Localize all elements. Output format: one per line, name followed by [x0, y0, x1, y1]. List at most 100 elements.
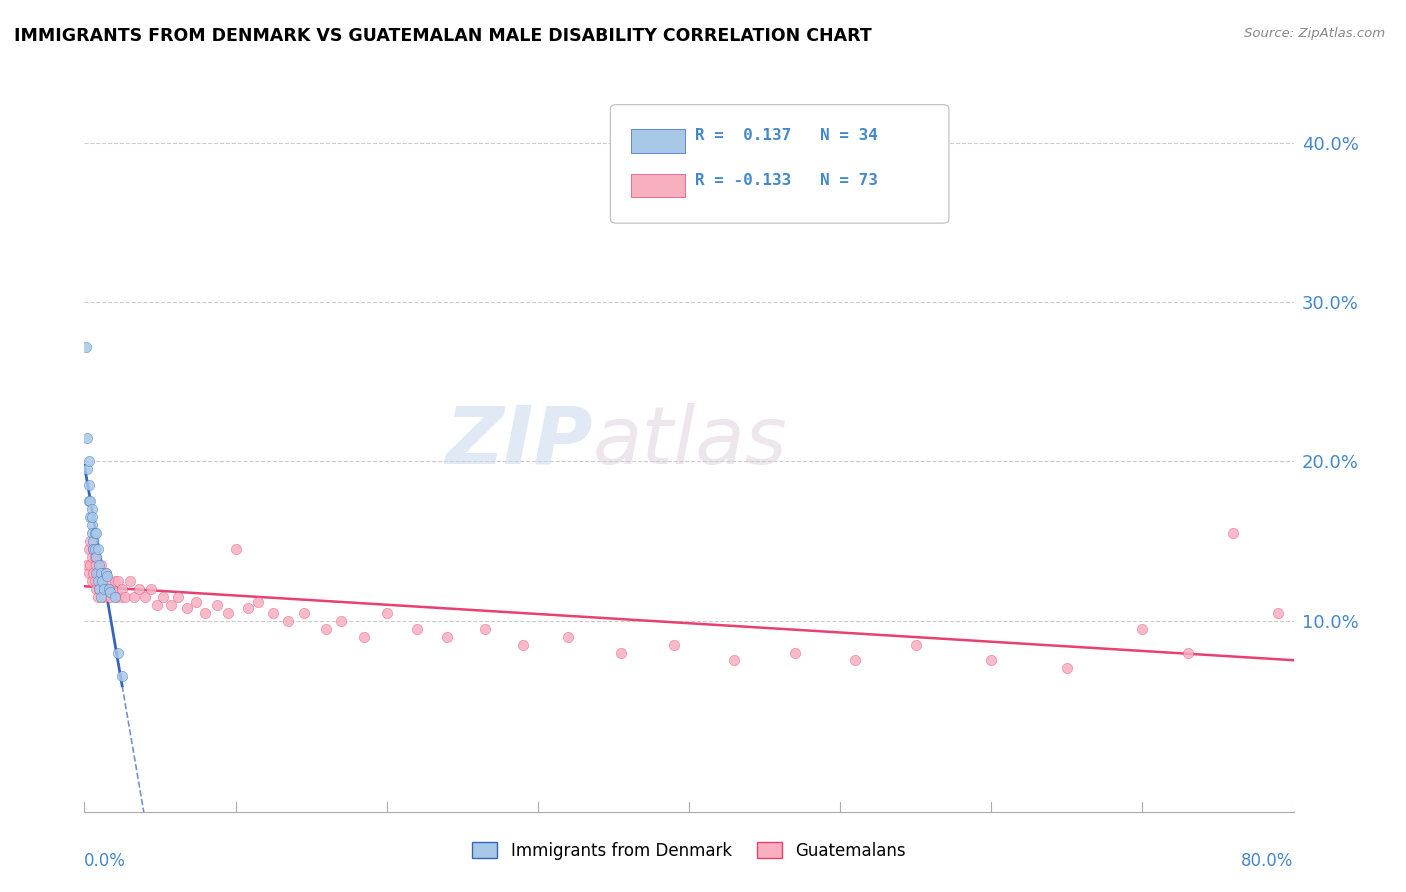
Point — [662, 638, 685, 652]
Text: ZIP: ZIP — [444, 402, 592, 481]
Bar — [631, 129, 685, 153]
Point — [94, 566, 117, 580]
Point — [723, 653, 745, 667]
Point — [375, 606, 398, 620]
Point — [77, 541, 100, 556]
Point — [98, 585, 121, 599]
Point — [194, 606, 217, 620]
Point — [86, 549, 108, 564]
Point — [315, 622, 337, 636]
Point — [87, 566, 110, 580]
Point — [84, 541, 107, 556]
Point — [86, 566, 108, 580]
Point — [76, 431, 98, 445]
Point — [86, 558, 108, 572]
Point — [89, 566, 111, 580]
Point — [89, 582, 111, 596]
Point — [217, 606, 239, 620]
Point — [87, 590, 110, 604]
Point — [167, 590, 190, 604]
Point — [82, 534, 104, 549]
Point — [91, 574, 114, 588]
Point — [128, 582, 150, 596]
Point — [1222, 526, 1244, 541]
Point — [111, 669, 134, 683]
Point — [91, 574, 114, 588]
Text: Source: ZipAtlas.com: Source: ZipAtlas.com — [1244, 27, 1385, 40]
Point — [89, 558, 111, 572]
Point — [114, 590, 136, 604]
Point — [105, 590, 128, 604]
Point — [84, 549, 107, 564]
Point — [80, 549, 103, 564]
Text: R =  0.137   N = 34: R = 0.137 N = 34 — [695, 128, 877, 144]
Point — [89, 582, 111, 596]
Point — [474, 622, 496, 636]
Point — [93, 582, 115, 596]
Point — [82, 541, 104, 556]
Point — [80, 574, 103, 588]
Point — [104, 574, 127, 588]
Point — [436, 630, 458, 644]
Point — [77, 566, 100, 580]
Point — [159, 598, 181, 612]
Point — [104, 590, 127, 604]
Point — [94, 566, 117, 580]
Point — [87, 541, 110, 556]
Point — [236, 601, 259, 615]
Point — [176, 601, 198, 615]
Point — [80, 502, 103, 516]
Point — [79, 534, 101, 549]
Point — [207, 598, 229, 612]
Point — [75, 340, 97, 354]
Point — [107, 574, 129, 588]
Point — [139, 582, 162, 596]
Point — [844, 653, 866, 667]
Point — [91, 566, 114, 580]
Point — [330, 614, 353, 628]
Text: atlas: atlas — [592, 402, 787, 481]
Point — [77, 478, 100, 492]
Point — [186, 594, 208, 608]
Point — [96, 582, 118, 596]
Point — [1130, 622, 1153, 636]
Text: 0.0%: 0.0% — [84, 852, 127, 870]
Point — [93, 590, 115, 604]
Point — [353, 630, 375, 644]
Point — [77, 454, 100, 468]
Point — [406, 622, 429, 636]
Point — [80, 510, 103, 524]
Point — [146, 598, 169, 612]
Point — [111, 582, 134, 596]
Point — [277, 614, 299, 628]
Point — [97, 582, 120, 596]
Legend: Immigrants from Denmark, Guatemalans: Immigrants from Denmark, Guatemalans — [465, 835, 912, 866]
Point — [97, 574, 120, 588]
Y-axis label: Male Disability: Male Disability — [0, 385, 7, 498]
Point — [79, 558, 101, 572]
Point — [76, 558, 98, 572]
Point — [107, 646, 129, 660]
Point — [90, 590, 112, 604]
Point — [82, 541, 104, 556]
Point — [1177, 646, 1199, 660]
Point — [82, 566, 104, 580]
Point — [783, 646, 806, 660]
Point — [98, 590, 121, 604]
Point — [79, 510, 101, 524]
Text: IMMIGRANTS FROM DENMARK VS GUATEMALAN MALE DISABILITY CORRELATION CHART: IMMIGRANTS FROM DENMARK VS GUATEMALAN MA… — [14, 27, 872, 45]
Bar — [631, 174, 685, 197]
Point — [110, 590, 132, 604]
Point — [100, 582, 122, 596]
Point — [1056, 661, 1078, 675]
Point — [118, 574, 141, 588]
Point — [247, 594, 270, 608]
Text: 80.0%: 80.0% — [1241, 852, 1294, 870]
Point — [79, 494, 101, 508]
Point — [90, 566, 112, 580]
Point — [557, 630, 579, 644]
Point — [80, 518, 103, 533]
Point — [96, 569, 118, 583]
Point — [90, 558, 112, 572]
Point — [84, 574, 107, 588]
